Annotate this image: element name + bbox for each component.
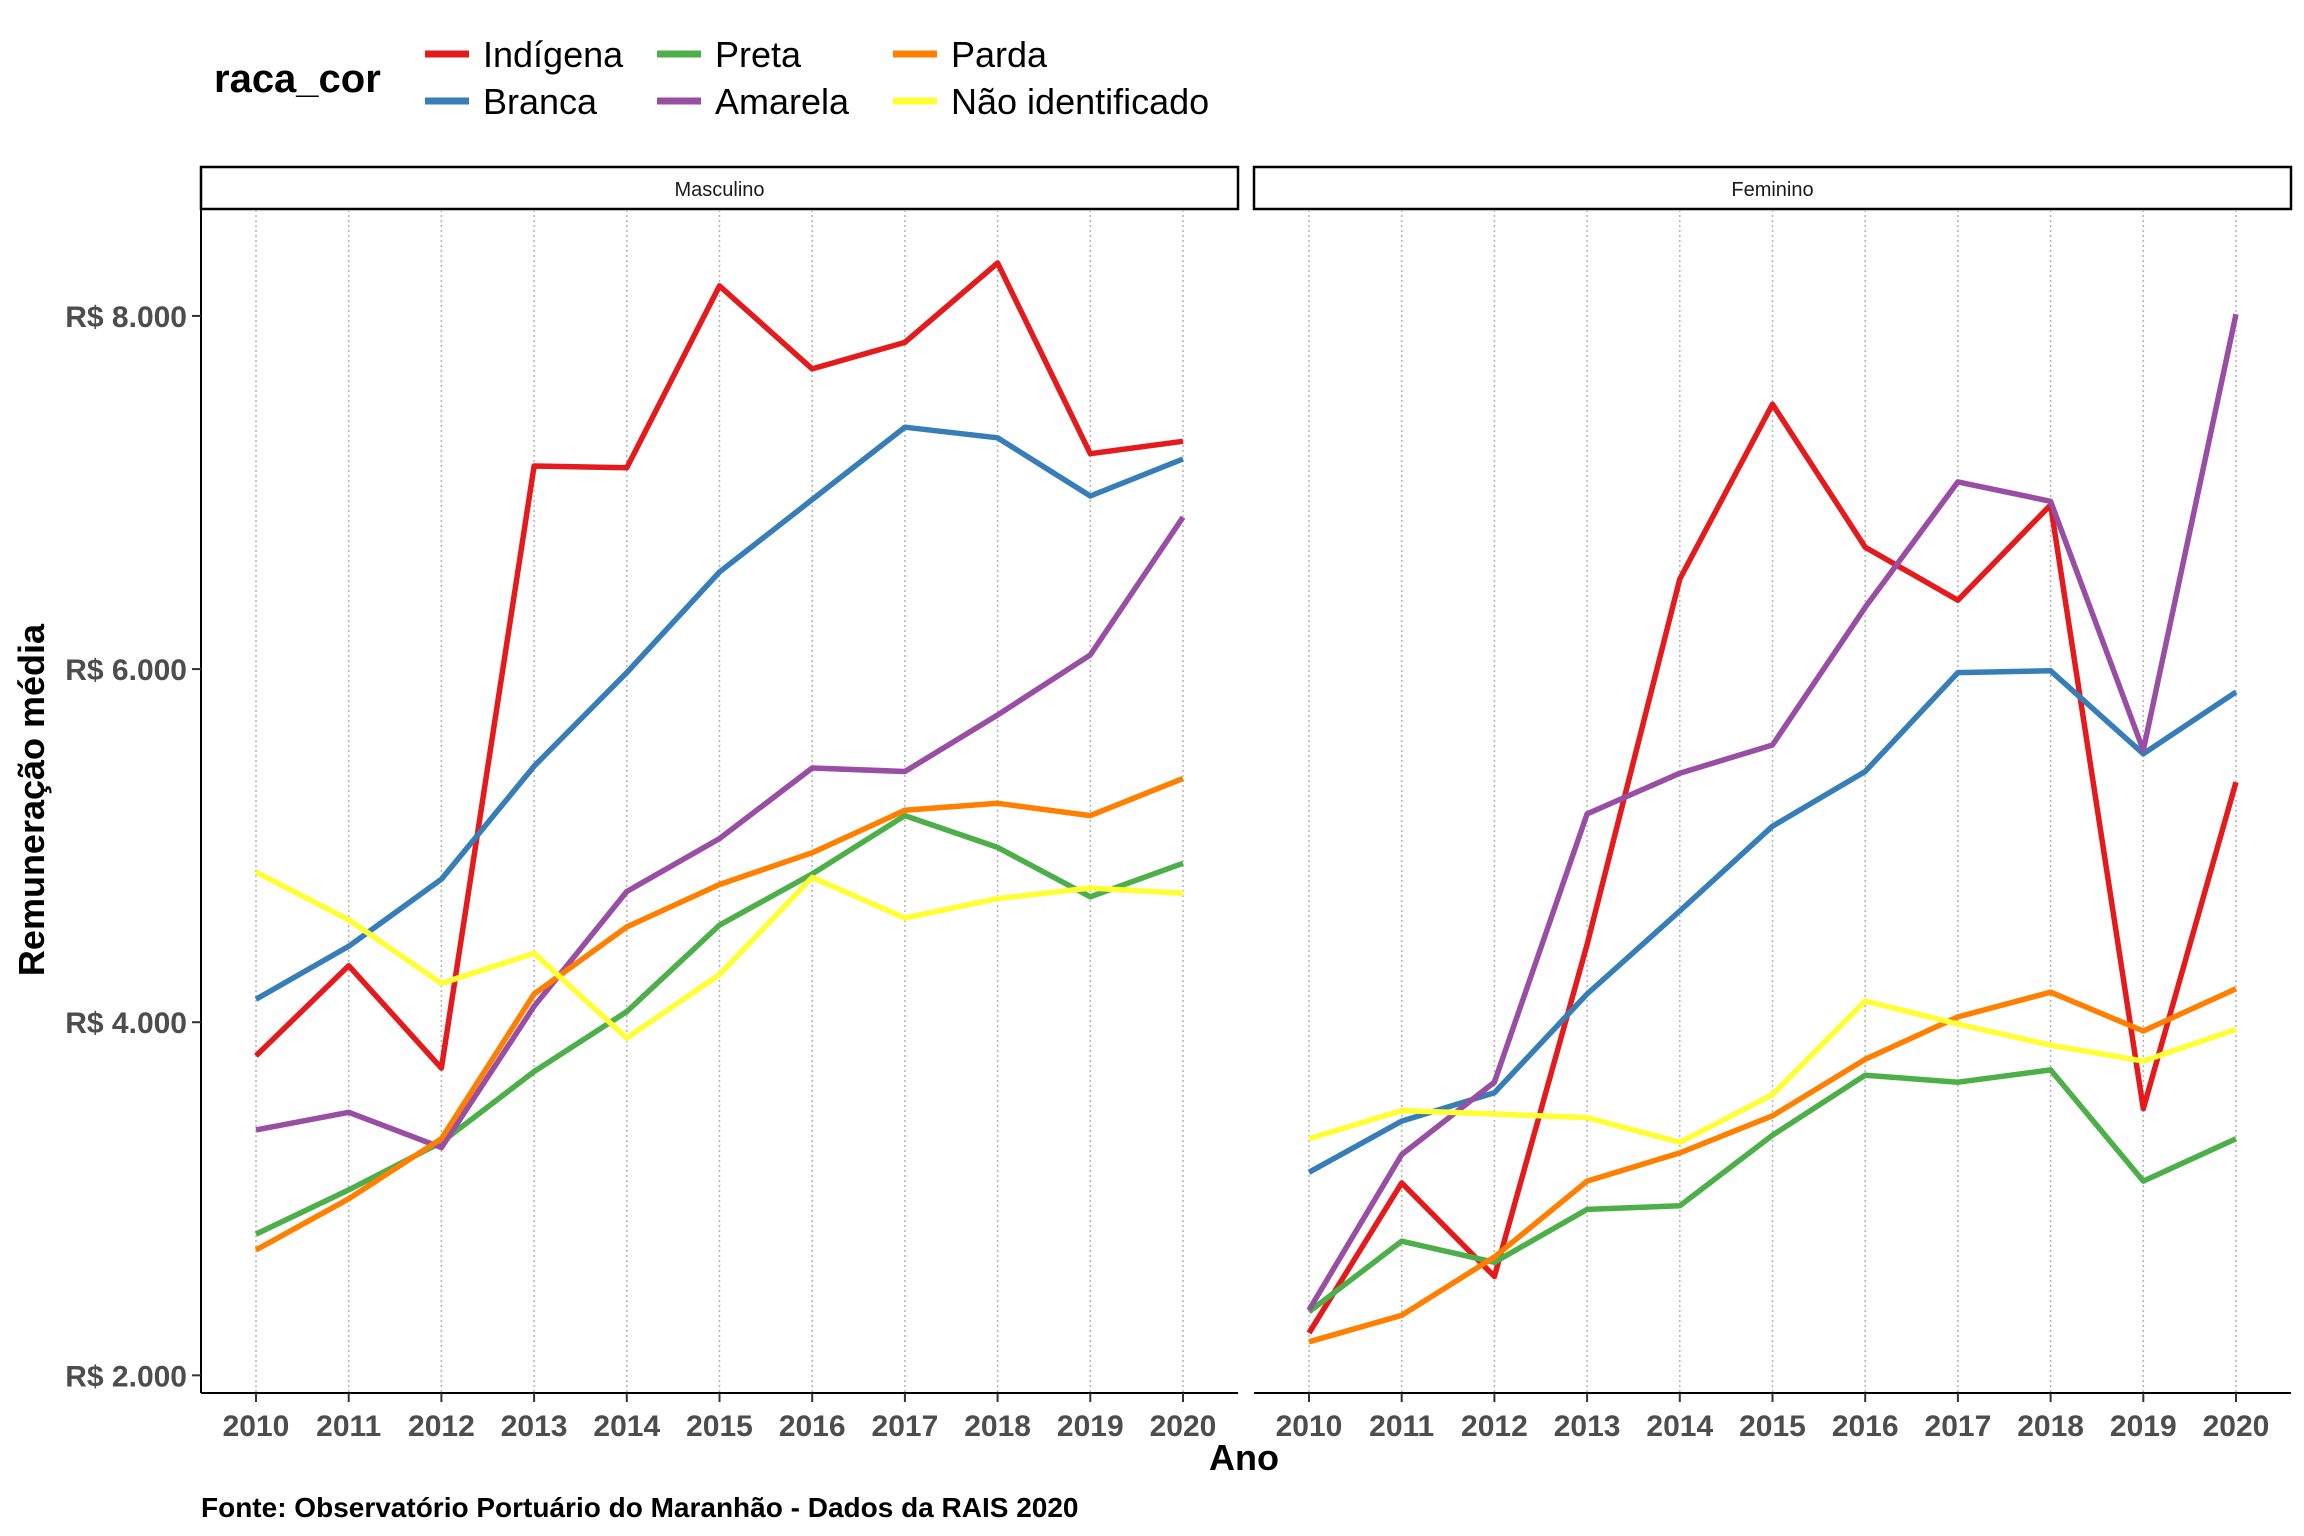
- series-line-4: [1308, 986, 2238, 1345]
- y-tick-label: R$ 8.000: [65, 301, 187, 334]
- legend-label: Amarela: [715, 81, 850, 122]
- strip-label-feminino: Feminino: [1731, 179, 1813, 201]
- x-tick-label: 2011: [1369, 1410, 1434, 1443]
- legend-label: Branca: [483, 81, 598, 122]
- y-tick-label: R$ 6.000: [65, 654, 187, 687]
- series-line-3: [255, 515, 1186, 1151]
- x-tick-label: 2014: [1646, 1410, 1713, 1443]
- panel-masculino: Masculino 2010 2011 2012 2013 2014 2015 2016 20…: [65, 165, 1240, 1443]
- x-tick-label: 2015: [686, 1410, 753, 1443]
- caption: Fonte: Observatório Portuário do Maranhã…: [201, 1492, 1079, 1523]
- x-tick-label: 2020: [2203, 1410, 2270, 1443]
- x-tick-label: 2014: [593, 1410, 660, 1443]
- series-line-2: [1307, 1067, 2238, 1314]
- x-tick-label: 2015: [1739, 1410, 1806, 1443]
- y-tick-label: R$ 2.000: [65, 1360, 187, 1393]
- series-line-5: [1308, 998, 2237, 1146]
- x-tick-label: 2013: [501, 1410, 568, 1443]
- strip-feminino: [1252, 165, 2293, 211]
- series-line-0: [254, 260, 1184, 1071]
- legend-label: Indígena: [483, 34, 624, 75]
- x-tick-label: 2019: [1057, 1410, 1124, 1443]
- panel-feminino: Feminino 2010 2011 2012 2013 2014 2015 2016 201…: [1252, 165, 2293, 1443]
- legend-title: raca_cor: [214, 57, 381, 101]
- series-line-0: [1306, 401, 2239, 1335]
- legend-label: Parda: [951, 34, 1048, 75]
- x-tick-label: 2012: [408, 1410, 475, 1443]
- x-tick-label: 2012: [1461, 1410, 1528, 1443]
- series-line-5: [254, 869, 1184, 1041]
- x-tick-label: 2017: [872, 1410, 939, 1443]
- legend-label: Não identificado: [951, 81, 1209, 122]
- series-line-4: [254, 775, 1185, 1253]
- legend: raca_cor Indígena Branca Preta Amarela Parda…: [214, 34, 1209, 122]
- x-tick-label: 2019: [2110, 1410, 2177, 1443]
- series-line-1: [1307, 668, 2238, 1175]
- legend-label: Preta: [715, 34, 802, 75]
- x-tick-label: 2016: [1832, 1410, 1899, 1443]
- x-axis-title: Ano: [1209, 1437, 1279, 1478]
- series-line-1: [254, 424, 1185, 1002]
- strip-label-masculino: Masculino: [674, 179, 764, 201]
- x-tick-label: 2018: [964, 1410, 1031, 1443]
- x-tick-label: 2010: [1276, 1410, 1343, 1443]
- x-tick-label: 2016: [779, 1410, 846, 1443]
- legend-entries: Indígena Branca Preta Amarela Parda Não ident…: [425, 34, 1209, 122]
- series-line-3: [1306, 313, 2239, 1312]
- x-tick-label: 2013: [1554, 1410, 1621, 1443]
- x-tick-label: 2011: [316, 1410, 381, 1443]
- y-axis-title: Remuneração média: [11, 623, 52, 976]
- x-tick-label: 2017: [1925, 1410, 1992, 1443]
- x-tick-label: 2010: [223, 1410, 290, 1443]
- x-tick-label: 2018: [2017, 1410, 2084, 1443]
- y-tick-label: R$ 4.000: [65, 1007, 187, 1040]
- strip-masculino: [199, 165, 1240, 211]
- x-tick-label: 2020: [1150, 1410, 1217, 1443]
